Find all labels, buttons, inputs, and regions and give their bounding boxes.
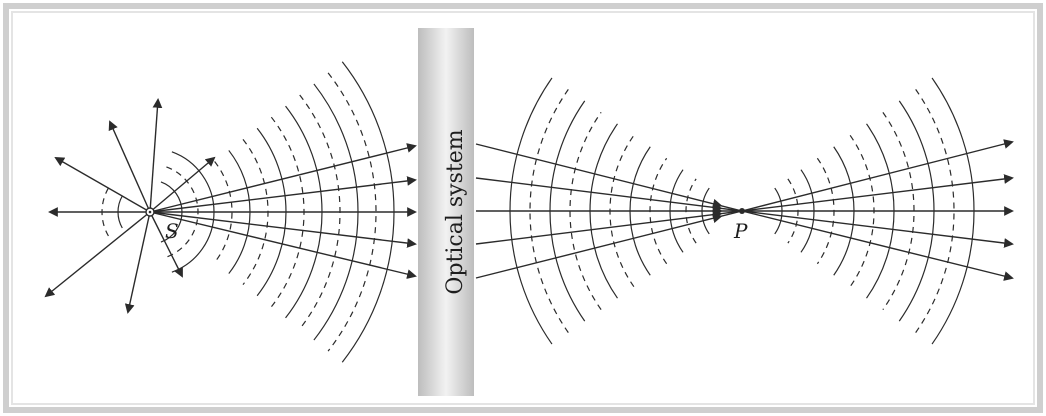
converging-rays [475, 143, 743, 279]
ray-arrow [149, 143, 417, 213]
source-rays [44, 98, 417, 314]
ray-arrow [149, 176, 417, 213]
ray-arrow [475, 209, 723, 245]
ray-arrow [108, 120, 151, 213]
ray-arrow [475, 177, 723, 213]
source-wavefront [214, 161, 233, 263]
diverging-wavefront [915, 89, 955, 333]
ray-arrow [44, 211, 151, 298]
ray-arrow [741, 139, 1014, 212]
source-label: S [165, 219, 179, 243]
ray-arrow [54, 157, 151, 213]
ray-arrow [149, 211, 417, 279]
ray-arrow [741, 210, 1014, 281]
focus-label: P [733, 219, 748, 243]
focus-point [739, 208, 745, 214]
ray-arrow [475, 213, 723, 279]
ray-arrow [149, 156, 216, 213]
ray-segment [720, 210, 743, 218]
ray-arrow [149, 98, 163, 213]
optical-system-label: Optical system [443, 129, 468, 294]
optical-system-block [418, 28, 474, 396]
ray-arrow [475, 143, 723, 209]
ray-arrow [149, 211, 417, 248]
source-wavefront [327, 72, 377, 352]
diverging-rays [741, 139, 1014, 281]
ray-arrow [741, 210, 1014, 248]
page-border [11, 11, 1035, 405]
ray-arrow [741, 174, 1014, 212]
ray-arrow [149, 211, 183, 278]
source-point-center [148, 210, 152, 214]
ray-arrow [124, 211, 151, 314]
converging-wavefront [529, 89, 569, 333]
page-frame [3, 3, 1043, 413]
